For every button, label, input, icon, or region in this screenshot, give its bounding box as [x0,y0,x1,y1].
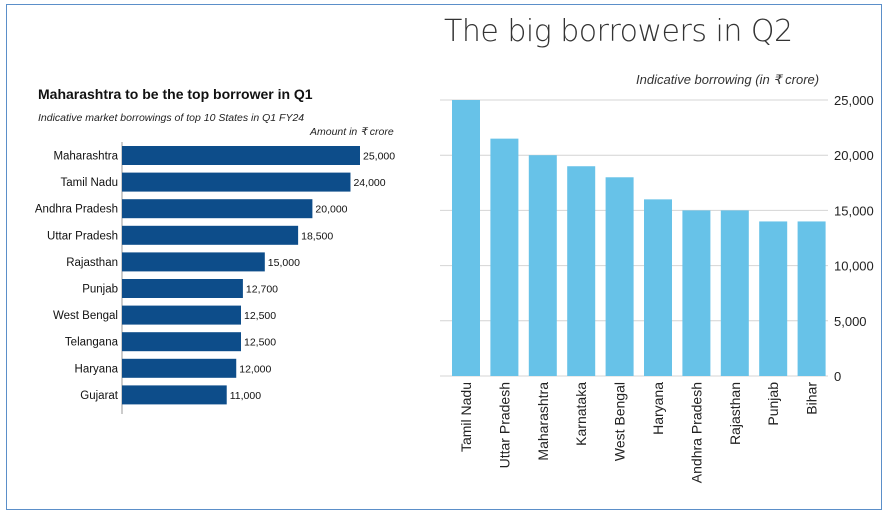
q2-category-label: Uttar Pradesh [496,382,512,468]
q1-category-label: Maharashtra [53,151,118,163]
q1-category-label: Gujarat [80,390,119,402]
q2-bar [490,138,519,376]
q2-y-tick-label: 10,000 [834,259,874,274]
q1-value-label: 24,000 [353,177,385,189]
q2-category-label: Bihar [804,382,820,415]
q1-chart-subtitle: Indicative market borrowings of top 10 S… [38,112,305,124]
q2-y-tick-label: 25,000 [834,93,874,108]
q2-bar [797,221,826,376]
q1-bar [122,332,241,352]
q1-unit-label: Amount in ₹ crore [310,126,394,138]
q2-category-label: Punjab [765,382,781,426]
q1-bar [122,385,227,405]
q2-category-label: Haryana [650,382,666,435]
q1-bar [122,305,241,325]
q2-bar [605,177,634,376]
q1-value-label: 12,500 [244,337,276,349]
q2-y-tick-label: 20,000 [834,148,874,163]
q2-bar [528,155,557,376]
q1-value-label: 12,000 [239,363,271,375]
q1-value-label: 15,000 [268,257,300,269]
q2-bar [759,221,788,376]
q1-category-label: Telangana [65,337,119,349]
q2-y-tick-label: 5,000 [834,314,867,329]
q1-bar [122,279,243,298]
q1-bar [122,225,299,245]
q1-category-label: Haryana [75,363,119,375]
q1-bar [122,146,360,165]
q1-bar [122,199,313,219]
q2-y-tick-label: 15,000 [834,203,874,218]
q1-chart-title: Maharashtra to be the top borrower in Q1 [38,86,313,102]
q1-bar-chart: Maharashtra 25,000 Tamil Nadu 24,000 Andhra … [35,142,395,414]
q2-axis-label: Indicative borrowing (in ₹ crore) [636,72,820,87]
q2-bar [682,210,711,376]
q2-bar-chart: 0 5,000 10,000 15,000 20,000 25,000 Tamil Nadu… [440,93,874,483]
q1-value-label: 25,000 [363,151,395,163]
q2-category-label: Andhra Pradesh [688,382,704,483]
q1-bar [122,252,265,272]
q1-value-label: 11,000 [230,390,261,402]
q2-category-label: West Bengal [612,382,628,461]
q2-chart-title: The big borrowers in Q2 [444,14,793,49]
q1-category-label: Andhra Pradesh [35,204,118,216]
q2-bar [720,210,749,376]
q1-bar [122,172,351,192]
q1-category-label: Rajasthan [66,257,118,269]
q1-category-label: Punjab [82,284,118,296]
q2-category-label: Rajasthan [727,382,743,445]
q1-category-label: Uttar Pradesh [47,230,118,242]
q2-bar [452,100,480,376]
q1-value-label: 12,500 [244,310,276,322]
q2-bar [567,166,596,376]
q1-value-label: 18,500 [301,230,333,242]
q1-chart: Maharashtra to be the top borrower in Q1… [10,80,410,440]
q1-category-label: Tamil Nadu [60,177,118,189]
q1-bar [122,358,237,378]
q2-category-label: Karnataka [573,382,589,446]
q1-value-label: 12,700 [246,284,278,296]
q2-y-tick-label: 0 [834,369,841,384]
q1-value-label: 20,000 [315,204,347,216]
q1-category-label: West Bengal [53,310,118,322]
q2-category-label: Maharashtra [535,382,551,461]
figure-frame [6,4,882,510]
q2-bar [644,199,672,376]
q2-category-label: Tamil Nadu [458,382,474,452]
